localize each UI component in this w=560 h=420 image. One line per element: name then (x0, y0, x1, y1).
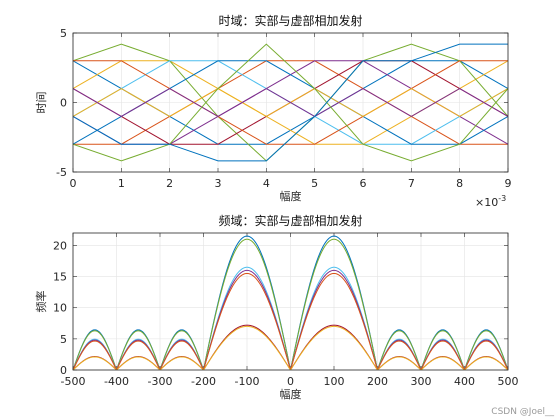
x-tick-label: 200 (367, 375, 388, 388)
x-tick-label: 3 (215, 177, 222, 190)
series-group (73, 43, 508, 162)
watermark: CSDN @Joel__ (491, 407, 554, 417)
x-tick-label: 1 (118, 177, 125, 190)
time-series-line-11 (73, 88, 508, 117)
x-exponent-label: ×10-3 (475, 194, 506, 209)
x-tick-label: -100 (235, 375, 260, 388)
frequency-domain-axes: -500 -400 -300 -200 -100 0 100 200 300 400 500 0 5 10… (34, 213, 519, 401)
x-tick-label: 300 (411, 375, 432, 388)
spectrum-line-5 (73, 272, 508, 370)
x-axis-label: 幅度 (280, 189, 302, 203)
y-tick-label: 0 (60, 97, 67, 110)
axes-box (72, 232, 509, 371)
time-series-line-9 (73, 60, 508, 145)
y-tick-label: -5 (56, 166, 67, 179)
chart-title: 频域：实部与虚部相加发射 (218, 213, 362, 228)
y-axis-label: 时间 (35, 92, 48, 114)
time-series-line-13 (73, 43, 508, 162)
chart-title: 时域：实部与虚部相加发射 (218, 13, 362, 28)
y-axis-label: 频率 (34, 291, 48, 313)
x-tick-label: 0 (287, 375, 294, 388)
x-tick-label: 6 (360, 177, 367, 190)
y-tick-label: 0 (60, 364, 67, 377)
x-tick-label: -500 (61, 375, 86, 388)
y-tick-label: 10 (53, 302, 67, 315)
y-tick-label: 5 (60, 333, 67, 346)
spectrum-line-3 (73, 266, 508, 370)
spectrum-line-4 (73, 269, 508, 370)
x-tick-label: 0 (70, 177, 77, 190)
y-tick-label: 5 (60, 27, 67, 40)
x-tick-label: 7 (408, 177, 415, 190)
x-tick-label: -300 (148, 375, 173, 388)
x-tick-label: 8 (456, 177, 463, 190)
series-group (73, 235, 508, 370)
spectrum-line-2 (73, 238, 508, 370)
x-tick-label: 100 (324, 375, 345, 388)
y-tick-label: 20 (53, 239, 67, 252)
spectrum-line-7 (73, 325, 508, 370)
x-tick-label: -400 (104, 375, 129, 388)
x-tick-label: 5 (311, 177, 318, 190)
x-tick-label: -200 (191, 375, 216, 388)
x-tick-label: 500 (498, 375, 519, 388)
x-axis-label: 幅度 (280, 387, 302, 401)
x-tick-label: 4 (263, 177, 270, 190)
x-tick-label: 9 (505, 177, 512, 190)
time-series-line-12 (73, 43, 508, 162)
y-tick-label: 15 (53, 271, 67, 284)
axes-box (72, 32, 509, 173)
x-tick-label: 400 (454, 375, 475, 388)
x-tick-label: 2 (166, 177, 173, 190)
